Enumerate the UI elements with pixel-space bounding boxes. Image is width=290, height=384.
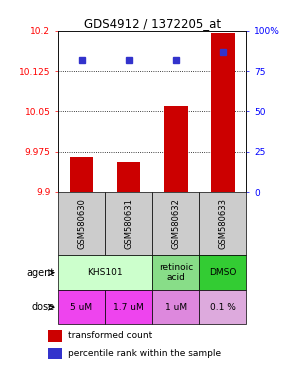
Text: GSM580630: GSM580630 [77,198,86,249]
Bar [58,192,105,255]
Text: dose: dose [32,302,55,312]
Bar [48,348,62,359]
Bar [211,33,235,192]
Text: agent: agent [27,268,55,278]
Bar [199,290,246,324]
Text: GSM580632: GSM580632 [171,198,180,249]
Text: 1 uM: 1 uM [165,303,187,312]
Text: GSM580631: GSM580631 [124,198,133,249]
Bar [117,162,140,192]
Text: percentile rank within the sample: percentile rank within the sample [68,349,221,358]
Text: KHS101: KHS101 [87,268,123,277]
Bar [152,290,200,324]
Bar [70,157,93,192]
Bar [164,106,188,192]
Bar [48,330,62,342]
Bar [152,255,200,290]
Text: 5 uM: 5 uM [70,303,93,312]
Text: retinoic
acid: retinoic acid [159,263,193,282]
Text: 0.1 %: 0.1 % [210,303,236,312]
Bar [152,192,200,255]
Bar [58,290,105,324]
Bar [199,192,246,255]
Text: transformed count: transformed count [68,331,153,341]
Text: GSM580633: GSM580633 [218,198,227,249]
Title: GDS4912 / 1372205_at: GDS4912 / 1372205_at [84,17,221,30]
Bar [105,192,152,255]
Bar [58,255,152,290]
Text: 1.7 uM: 1.7 uM [113,303,144,312]
Bar [105,290,152,324]
Bar [199,255,246,290]
Text: DMSO: DMSO [209,268,237,277]
